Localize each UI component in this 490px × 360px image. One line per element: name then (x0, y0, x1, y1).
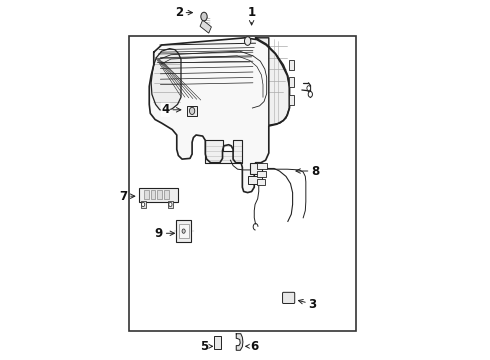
FancyBboxPatch shape (283, 292, 294, 303)
Bar (247, 176, 262, 184)
Bar (290, 60, 294, 70)
Circle shape (307, 86, 311, 91)
Text: 1: 1 (247, 6, 256, 25)
Bar (250, 163, 263, 174)
Text: 2: 2 (175, 6, 193, 19)
Bar (290, 95, 294, 105)
Text: 4: 4 (161, 103, 181, 116)
Circle shape (190, 107, 195, 114)
Bar (257, 171, 266, 177)
Circle shape (169, 202, 172, 207)
Polygon shape (256, 38, 290, 125)
Text: 7: 7 (119, 190, 135, 203)
Bar (168, 201, 173, 208)
Circle shape (245, 37, 251, 45)
Bar (214, 336, 220, 349)
Bar (150, 190, 155, 199)
Text: 8: 8 (296, 165, 319, 177)
Bar (257, 179, 266, 185)
Bar (141, 201, 146, 208)
Text: 6: 6 (245, 340, 259, 353)
Polygon shape (149, 38, 290, 193)
Circle shape (182, 229, 185, 233)
Polygon shape (236, 334, 243, 350)
Bar (157, 190, 162, 199)
Bar (200, 20, 211, 33)
Text: 9: 9 (155, 227, 174, 240)
Circle shape (201, 12, 207, 21)
Text: 5: 5 (200, 340, 213, 353)
Bar (290, 77, 294, 87)
Polygon shape (151, 49, 181, 111)
Bar (187, 106, 196, 116)
Bar (139, 188, 177, 202)
Bar (144, 190, 149, 199)
Bar (128, 36, 356, 331)
Circle shape (308, 91, 313, 97)
Polygon shape (205, 140, 243, 163)
Circle shape (142, 202, 145, 207)
Bar (164, 190, 169, 199)
Text: 3: 3 (298, 298, 317, 311)
Bar (257, 163, 267, 169)
